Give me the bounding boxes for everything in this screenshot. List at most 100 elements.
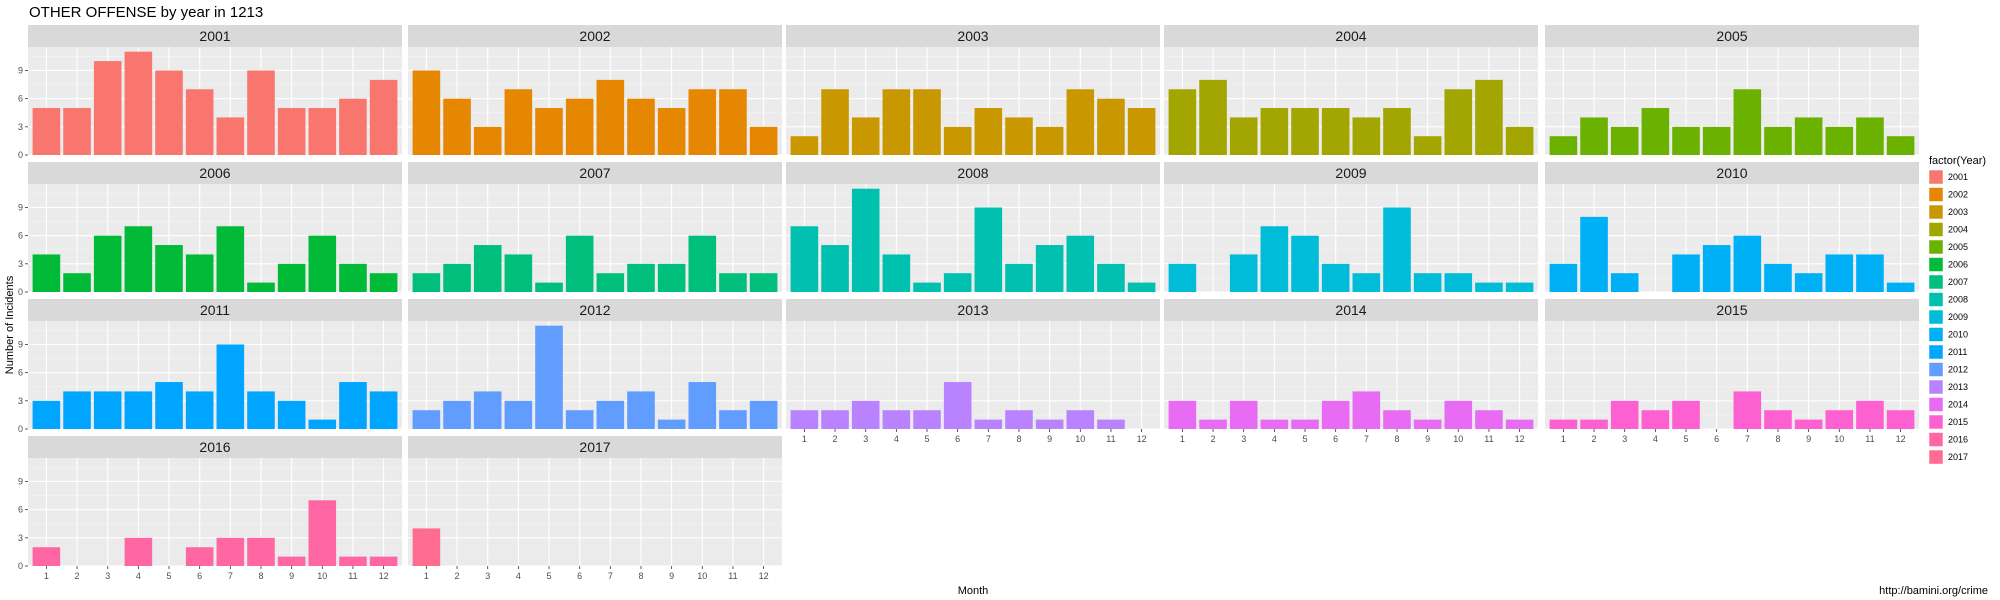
facet-strip-label: 2005	[1716, 28, 1747, 44]
legend-label-2015: 2015	[1948, 417, 1968, 427]
facet-strip	[786, 162, 1160, 184]
bar-2014-month-10	[1444, 400, 1473, 429]
facet-strip-label: 2017	[579, 439, 610, 455]
bar-2002-month-12	[749, 126, 778, 155]
x-tick-label: 1	[1180, 434, 1185, 444]
bar-2005-month-5	[1672, 126, 1700, 155]
bar-2007-month-3	[473, 245, 502, 292]
bar-2004-month-9	[1413, 136, 1442, 155]
bar-2002-month-9	[657, 108, 686, 155]
x-tick-label: 2	[833, 434, 838, 444]
legend-label-2004: 2004	[1948, 225, 1968, 235]
bar-2002-month-7	[596, 79, 625, 155]
bar-2010-month-1	[1549, 263, 1578, 292]
facet-strip	[28, 162, 402, 184]
facet-strip-label: 2009	[1335, 165, 1366, 181]
bar-2001-month-2	[63, 108, 91, 155]
bar-2008-month-7	[974, 207, 1003, 292]
facet-strip-label: 2012	[579, 302, 610, 318]
x-tick-label: 8	[1775, 434, 1780, 444]
legend-key-2017	[1928, 449, 1944, 465]
y-tick-label: 6	[18, 505, 23, 515]
bar-2015-month-4	[1641, 410, 1670, 429]
x-tick-label: 3	[485, 571, 490, 581]
bar-2006-month-2	[63, 273, 91, 292]
x-tick-label: 5	[1684, 434, 1689, 444]
x-tick-label: 3	[105, 571, 110, 581]
bar-2016-month-12	[369, 556, 398, 566]
y-axis-title: Number of Incidents	[4, 275, 16, 374]
source-caption: http://bamini.org/crime	[1879, 585, 1988, 597]
bar-2008-month-5	[913, 282, 941, 292]
bar-2014-month-12	[1505, 419, 1534, 429]
bar-2005-month-10	[1825, 126, 1854, 155]
y-tick-label: 0	[18, 561, 23, 571]
panel-background	[28, 458, 402, 566]
bar-2006-month-5	[155, 245, 183, 292]
bar-2006-month-9	[277, 263, 306, 292]
facet-strip	[28, 436, 402, 458]
x-tick-label: 10	[317, 571, 327, 581]
bar-2013-month-11	[1097, 419, 1125, 429]
bar-2014-month-1	[1168, 400, 1197, 429]
bar-2013-month-3	[851, 400, 880, 429]
x-tick-label: 2	[455, 571, 460, 581]
bar-2016-month-4	[124, 537, 153, 566]
y-tick-label: 0	[18, 287, 23, 297]
bar-2006-month-8	[247, 282, 275, 292]
facet-strip-label: 2002	[579, 28, 610, 44]
panel-background	[408, 458, 782, 566]
x-tick-label: 11	[1106, 434, 1115, 444]
bar-2013-month-10	[1066, 410, 1095, 429]
bar-2009-month-9	[1413, 273, 1442, 292]
bar-2015-month-5	[1672, 400, 1700, 429]
facet-strip-label: 2014	[1335, 302, 1366, 318]
bar-2005-month-8	[1764, 126, 1792, 155]
bar-2012-month-8	[627, 391, 655, 429]
bar-2013-month-4	[882, 410, 911, 429]
bar-2007-month-9	[657, 263, 686, 292]
y-tick-label: 3	[18, 122, 23, 132]
bar-2012-month-2	[443, 400, 471, 429]
y-tick-label: 9	[18, 339, 23, 349]
bar-2005-month-1	[1549, 136, 1578, 155]
legend-label-2001: 2001	[1948, 172, 1968, 182]
facet-panel-2001: 2001 0 3 6 9	[18, 25, 402, 160]
x-tick-label: 11	[728, 571, 737, 581]
x-tick-label: 4	[1272, 434, 1277, 444]
legend-label-2008: 2008	[1948, 295, 1968, 305]
bar-2007-month-10	[688, 235, 717, 292]
x-tick-label: 8	[1016, 434, 1021, 444]
bar-2009-month-5	[1291, 235, 1319, 292]
bar-2004-month-2	[1199, 79, 1227, 155]
bar-2014-month-3	[1229, 400, 1258, 429]
bar-2012-month-3	[473, 391, 502, 429]
x-tick-label: 1	[44, 571, 49, 581]
legend-key-2013	[1928, 379, 1944, 395]
bar-2013-month-5	[913, 410, 941, 429]
facet-strip	[408, 299, 782, 321]
bar-2012-month-6	[565, 410, 594, 429]
facet-strip	[786, 299, 1160, 321]
facet-strip-label: 2013	[957, 302, 988, 318]
bar-2001-month-7	[216, 117, 245, 155]
bar-2007-month-5	[535, 282, 563, 292]
x-tick-label: 9	[289, 571, 294, 581]
facet-strip	[786, 25, 1160, 47]
bar-2003-month-3	[851, 117, 880, 155]
bar-2015-month-1	[1549, 419, 1578, 429]
bar-2016-month-8	[247, 537, 275, 566]
bar-2004-month-6	[1321, 108, 1350, 155]
bar-2008-month-8	[1005, 263, 1033, 292]
legend-label-2005: 2005	[1948, 242, 1968, 252]
bar-2010-month-7	[1733, 235, 1762, 292]
bar-2012-month-12	[749, 400, 778, 429]
x-tick-label: 9	[1806, 434, 1811, 444]
bar-2006-month-7	[216, 226, 245, 292]
bar-2001-month-3	[93, 61, 122, 155]
legend-key-2005	[1928, 239, 1944, 255]
bar-2011-month-8	[247, 391, 275, 429]
bar-2003-month-5	[913, 89, 941, 155]
bar-2006-month-4	[124, 226, 153, 292]
bar-2009-month-12	[1505, 282, 1534, 292]
